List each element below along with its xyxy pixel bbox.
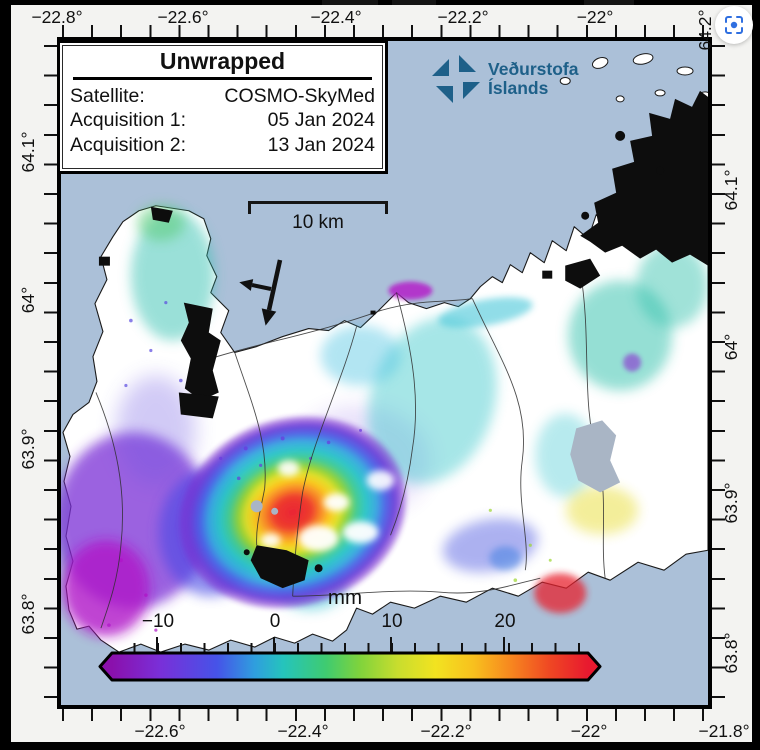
magenta-coast-patch (388, 281, 433, 300)
colorbar-right-arrow (588, 653, 600, 680)
colorbar-unit-label: mm (327, 586, 363, 609)
annotation-row-acquisition-2: Acquisition 2: 13 Jan 2024 (70, 133, 375, 158)
scale-bar-end-left (248, 201, 251, 214)
axis-label-bottom: −22.2° (420, 721, 472, 741)
incoherence-holes (260, 460, 395, 552)
colorbar-minor-ticks (112, 643, 588, 653)
axis-label-right: 64.1° (721, 169, 741, 211)
axis-label-top: −22.6° (157, 7, 209, 27)
left-axis-ticks (44, 37, 57, 709)
top-axis-ticks (57, 25, 712, 37)
map-canvas (57, 37, 712, 709)
logo-line2: Íslands (488, 78, 549, 98)
scale-bar-end-right (385, 201, 388, 214)
colorbar-major-tick (156, 637, 159, 653)
colorbar-tick-label: 0 (269, 611, 281, 632)
lakes (250, 420, 621, 515)
colorbar-major-tick (390, 637, 393, 653)
vedurstofa-islands-logo: Veðurstofa Íslands (430, 52, 620, 110)
right-axis-ticks (712, 37, 725, 709)
row-label: Acquisition 2: (70, 133, 186, 156)
annotation-box-inner: Unwrapped Satellite: COSMO-SkyMed Acquis… (62, 45, 383, 169)
colorbar-left-arrow (100, 653, 112, 680)
axis-label-left: 63.9° (18, 428, 38, 470)
cropped-text-remnant (322, 0, 378, 5)
axis-label-top: −22.4° (310, 7, 362, 27)
logo-text: Veðurstofa Íslands (488, 52, 578, 110)
axis-label-left: 63.8° (18, 593, 38, 635)
colorbar-tick-label: −10 (141, 611, 175, 632)
axis-label-right: 64.2° (695, 9, 715, 51)
pinwheel-logo-icon (432, 55, 480, 103)
colorbar-gradient (112, 653, 588, 680)
capture-icon (725, 16, 743, 34)
axis-label-left: 64° (18, 286, 38, 314)
cropped-text-remnant (584, 0, 634, 5)
axis-label-right: 63.8° (721, 632, 741, 674)
deformation-bullseye (176, 414, 409, 611)
annotation-title: Unwrapped (159, 48, 286, 74)
speckle-dots (107, 301, 552, 632)
colorbar-tick-label: 20 (494, 611, 516, 632)
cropped-text-remnant (392, 0, 436, 5)
annotation-box: Unwrapped Satellite: COSMO-SkyMed Acquis… (57, 40, 388, 174)
scale-bar-label: 10 km (292, 212, 344, 233)
colorbar (98, 651, 602, 682)
row-value: COSMO-SkyMed (224, 84, 375, 107)
axis-label-bottom: −21.8° (698, 721, 750, 741)
axis-label-bottom: −22.6° (134, 721, 186, 741)
colorbar-outline (98, 651, 602, 682)
satellite-direction-arrows (239, 259, 283, 326)
row-label: Satellite: (70, 84, 145, 107)
row-value: 05 Jan 2024 (267, 109, 375, 131)
row-value: 13 Jan 2024 (267, 133, 375, 156)
row-label: Acquisition 1: (70, 109, 186, 131)
axis-label-right: 64° (721, 333, 741, 361)
axis-label-bottom: −22.4° (277, 721, 329, 741)
axis-label-bottom: −22° (570, 721, 608, 741)
scale-bar (248, 201, 388, 204)
colorbar-major-tick (503, 637, 506, 653)
south-coast-red-patch (534, 573, 587, 614)
axis-label-left: 64.1° (18, 131, 38, 173)
annotation-row-acquisition-1: Acquisition 1: 05 Jan 2024 (70, 108, 375, 133)
axis-label-top: −22.2° (437, 7, 489, 27)
urban-areas (98, 90, 708, 589)
axis-label-top: −22.8° (31, 7, 83, 27)
colorbar-major-tick (273, 637, 276, 653)
axis-label-right: 63.9° (721, 482, 741, 524)
bottom-axis-ticks (57, 709, 712, 721)
capture-button[interactable] (715, 6, 753, 44)
colorbar-tick-label: 10 (381, 611, 403, 632)
annotation-divider (73, 77, 372, 80)
annotation-row-satellite: Satellite: COSMO-SkyMed (70, 84, 375, 109)
logo-line1: Veðurstofa (488, 59, 579, 79)
axis-label-top: −22° (576, 7, 614, 27)
